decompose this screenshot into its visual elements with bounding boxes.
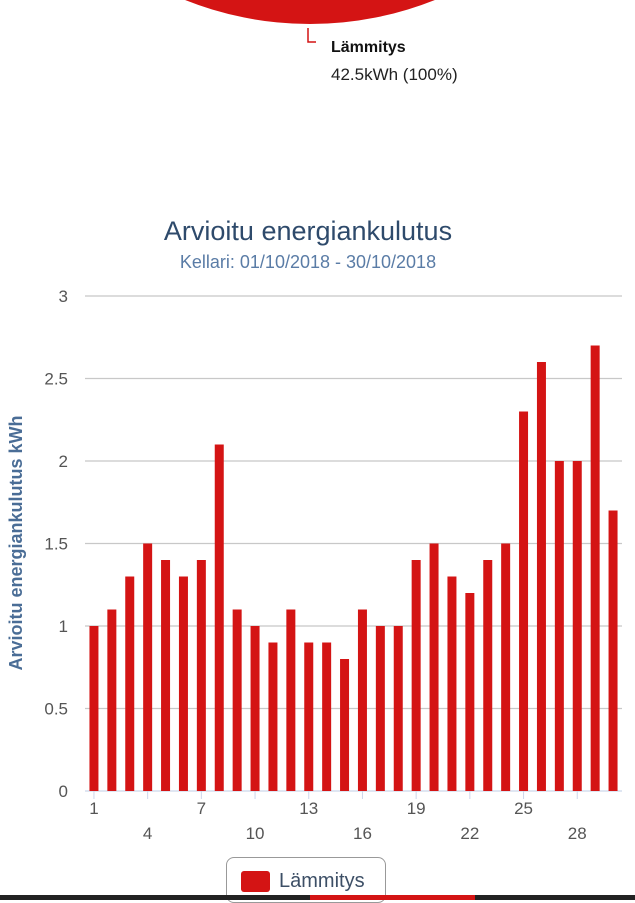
chart-title: Arvioitu energiankulutus [164, 216, 452, 246]
bar-day-27[interactable] [554, 461, 564, 791]
x-tick-label: 4 [143, 824, 152, 843]
x-tick-label: 16 [353, 824, 372, 843]
legend-swatch [241, 871, 270, 892]
x-tick-label: 25 [514, 799, 533, 818]
bar-day-15[interactable] [340, 659, 350, 791]
bar-day-24[interactable] [501, 543, 511, 792]
bar-day-20[interactable] [429, 543, 439, 792]
y-axis-title: Arvioitu energiankulutus kWh [6, 415, 26, 670]
x-tick-label: 1 [89, 799, 98, 818]
bar-day-11[interactable] [268, 642, 278, 792]
bar-day-17[interactable] [375, 626, 385, 791]
y-tick-label: 1 [59, 617, 68, 636]
bar-day-25[interactable] [519, 411, 529, 792]
bar-day-5[interactable] [161, 560, 171, 791]
pie-label-value: 42.5kWh (100%) [331, 65, 458, 84]
y-tick-label: 0 [59, 782, 68, 801]
bar-day-1[interactable] [89, 626, 99, 791]
bar-day-23[interactable] [483, 560, 493, 791]
bar-day-12[interactable] [286, 609, 296, 792]
bar-day-8[interactable] [214, 444, 224, 792]
bar-day-21[interactable] [447, 576, 457, 792]
pie-label-name: Lämmitys [331, 39, 406, 56]
x-tick-label: 28 [568, 824, 587, 843]
bar-day-16[interactable] [357, 609, 367, 792]
bar-day-19[interactable] [411, 560, 421, 791]
x-tick-label: 22 [460, 824, 479, 843]
tab-bar [0, 895, 635, 900]
y-tick-label: 2.5 [44, 370, 68, 389]
y-tick-label: 0.5 [44, 700, 68, 719]
bar-day-4[interactable] [143, 543, 153, 792]
y-tick-label: 1.5 [44, 535, 68, 554]
bar-day-3[interactable] [125, 576, 135, 792]
bar-day-9[interactable] [232, 609, 242, 792]
y-tick-label: 3 [59, 287, 68, 306]
pie-label-connector [307, 28, 316, 43]
bar-day-30[interactable] [608, 510, 618, 792]
bar-day-6[interactable] [178, 576, 188, 792]
x-tick-label: 13 [299, 799, 318, 818]
bar-day-18[interactable] [393, 626, 403, 791]
x-tick-label: 10 [246, 824, 265, 843]
bar-day-14[interactable] [322, 642, 332, 792]
bar-day-22[interactable] [465, 593, 475, 791]
bar-day-7[interactable] [196, 560, 206, 791]
chart-subtitle: Kellari: 01/10/2018 - 30/10/2018 [180, 252, 436, 272]
bar-day-26[interactable] [536, 362, 546, 791]
bar-day-2[interactable] [107, 609, 117, 792]
bar-day-29[interactable] [590, 345, 600, 792]
x-tick-label: 19 [407, 799, 426, 818]
bar-day-28[interactable] [572, 461, 582, 791]
tab-active-indicator[interactable] [310, 895, 475, 900]
bar-day-10[interactable] [250, 626, 260, 791]
legend-label: Lämmitys [279, 870, 365, 892]
x-tick-label: 7 [197, 799, 206, 818]
y-tick-label: 2 [59, 452, 68, 471]
bar-day-13[interactable] [304, 642, 314, 792]
pie-slice-lammitys[interactable] [0, 0, 635, 24]
